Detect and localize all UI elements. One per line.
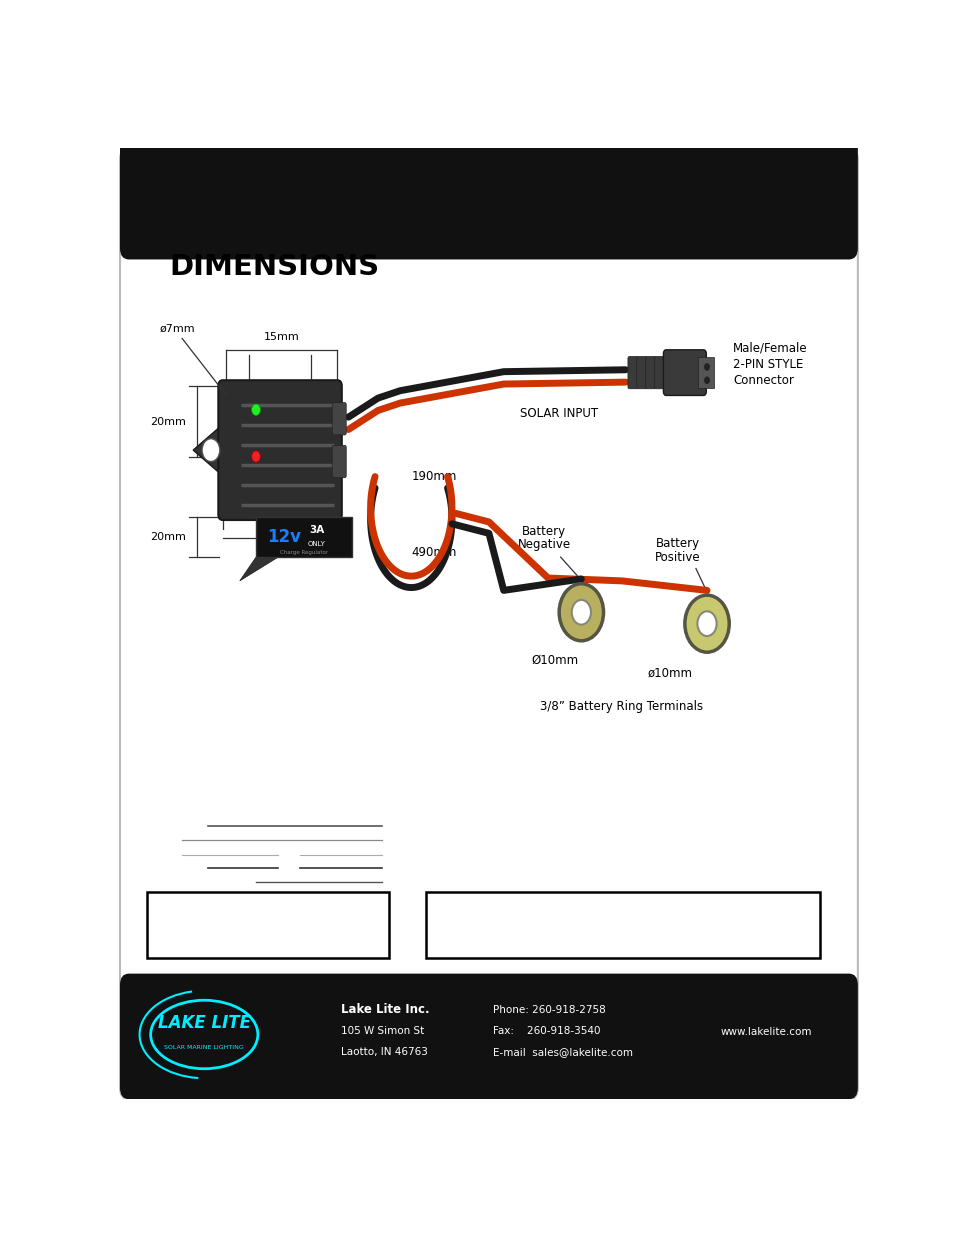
- Text: 490mm: 490mm: [411, 546, 456, 559]
- FancyBboxPatch shape: [332, 446, 346, 478]
- Polygon shape: [193, 425, 226, 475]
- Text: 105 W Simon St: 105 W Simon St: [341, 1026, 424, 1036]
- Text: Positive: Positive: [654, 551, 700, 563]
- Text: Lake Lite Inc.: Lake Lite Inc.: [341, 1003, 429, 1016]
- Circle shape: [703, 363, 709, 370]
- Text: 12v: 12v: [267, 529, 301, 546]
- FancyBboxPatch shape: [332, 403, 346, 435]
- Text: E-mail  sales@lakelite.com: E-mail sales@lakelite.com: [492, 1046, 632, 1057]
- Text: Laotto, IN 46763: Laotto, IN 46763: [341, 1046, 428, 1057]
- Text: SOLAR INPUT: SOLAR INPUT: [519, 406, 598, 420]
- Text: Fax:    260-918-3540: Fax: 260-918-3540: [492, 1026, 599, 1036]
- Polygon shape: [239, 557, 278, 580]
- Text: Negative: Negative: [517, 538, 570, 551]
- FancyBboxPatch shape: [120, 148, 857, 1099]
- Circle shape: [684, 595, 728, 652]
- Text: 2-PIN STYLE: 2-PIN STYLE: [732, 358, 802, 370]
- Text: Male/Female: Male/Female: [732, 341, 806, 354]
- Text: 3/8” Battery Ring Terminals: 3/8” Battery Ring Terminals: [540, 700, 702, 713]
- Text: 20mm: 20mm: [150, 417, 186, 427]
- FancyBboxPatch shape: [120, 973, 857, 1099]
- FancyBboxPatch shape: [147, 892, 389, 958]
- Circle shape: [697, 611, 716, 636]
- FancyBboxPatch shape: [662, 350, 705, 395]
- Text: 55mm: 55mm: [262, 547, 297, 557]
- Text: SOLAR MARINE LIGHTING: SOLAR MARINE LIGHTING: [164, 1045, 244, 1050]
- Text: 20mm: 20mm: [150, 532, 186, 542]
- Text: www.lakelite.com: www.lakelite.com: [720, 1026, 811, 1036]
- Text: Battery: Battery: [655, 537, 699, 551]
- FancyBboxPatch shape: [426, 892, 820, 958]
- Text: 3A: 3A: [309, 525, 324, 536]
- Text: ø10mm: ø10mm: [647, 667, 692, 679]
- Text: Connector: Connector: [732, 374, 793, 387]
- FancyBboxPatch shape: [627, 357, 638, 389]
- Text: 15mm: 15mm: [264, 332, 299, 342]
- Text: LAKE LITE: LAKE LITE: [157, 1014, 251, 1032]
- Circle shape: [252, 404, 260, 415]
- Circle shape: [202, 438, 219, 462]
- FancyBboxPatch shape: [255, 517, 352, 557]
- FancyBboxPatch shape: [698, 357, 714, 388]
- Text: Battery: Battery: [521, 525, 566, 538]
- Circle shape: [252, 451, 260, 462]
- Circle shape: [558, 584, 603, 641]
- Text: 190mm: 190mm: [411, 469, 456, 483]
- FancyBboxPatch shape: [218, 380, 341, 520]
- FancyBboxPatch shape: [637, 357, 646, 389]
- Text: ONLY: ONLY: [308, 541, 325, 547]
- Text: Ø10mm: Ø10mm: [532, 655, 578, 667]
- Text: DIMENSIONS: DIMENSIONS: [170, 253, 379, 282]
- Text: Charge Regulator: Charge Regulator: [280, 550, 328, 555]
- FancyBboxPatch shape: [654, 357, 664, 389]
- FancyBboxPatch shape: [662, 357, 673, 389]
- Circle shape: [703, 377, 709, 384]
- Polygon shape: [129, 148, 848, 258]
- Text: ø7mm: ø7mm: [160, 324, 195, 333]
- FancyBboxPatch shape: [645, 357, 656, 389]
- Text: Phone: 260-918-2758: Phone: 260-918-2758: [492, 1005, 605, 1015]
- FancyBboxPatch shape: [120, 137, 857, 259]
- Circle shape: [571, 600, 590, 625]
